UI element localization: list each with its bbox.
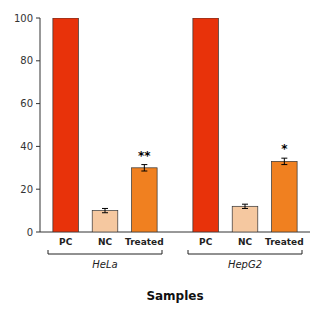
- y-tick: [36, 18, 40, 19]
- y-tick-label: 80: [20, 55, 33, 66]
- annotation: *: [281, 142, 288, 156]
- x-axis-line: [40, 232, 310, 233]
- y-tick: [36, 146, 40, 147]
- x-tick-label: NC: [238, 237, 253, 247]
- plot-area: [53, 18, 297, 232]
- y-tick-label: 40: [20, 141, 33, 152]
- error-bar: [242, 204, 248, 208]
- y-tick-label: 0: [27, 227, 33, 238]
- x-tick-label: NC: [98, 237, 113, 247]
- annotation: **: [138, 149, 151, 163]
- group-label: HeLa: [92, 259, 117, 270]
- y-tick: [36, 60, 40, 61]
- bar: [92, 211, 118, 232]
- error-bar: [281, 158, 287, 164]
- x-axis-label: Samples: [146, 289, 203, 303]
- bar: [193, 18, 219, 232]
- x-tick-label: PC: [199, 237, 213, 247]
- y-tick: [36, 232, 40, 233]
- group-label: HepG2: [228, 259, 262, 270]
- y-axis-line: [40, 18, 41, 232]
- error-bar: [102, 208, 108, 212]
- labels: PC NC ** Treated HeLa PC NC * Treated HepG2 Sample…: [59, 142, 304, 303]
- y-tick: [36, 189, 40, 190]
- y-tick-label: 20: [20, 184, 33, 195]
- y-axis: 0 20 40 60 80 100: [14, 13, 40, 238]
- chart-svg: 0 20 40 60 80 100 PC NC ** Treated HeLa PC NC * Treate…: [0, 0, 320, 320]
- y-tick-label: 100: [14, 13, 33, 24]
- y-tick-label: 60: [20, 98, 33, 109]
- x-tick-label: Treated: [265, 237, 304, 247]
- y-tick: [36, 103, 40, 104]
- bar: [53, 18, 79, 232]
- bar: [272, 161, 298, 232]
- bar: [132, 168, 158, 232]
- group-bracket: [48, 250, 162, 254]
- bar: [232, 206, 258, 232]
- group-bracket: [188, 250, 302, 254]
- x-tick-label: PC: [59, 237, 73, 247]
- error-bar: [141, 165, 147, 171]
- chart-container: 0 20 40 60 80 100 PC NC ** Treated HeLa PC NC * Treate…: [0, 0, 320, 320]
- x-tick-label: Treated: [125, 237, 164, 247]
